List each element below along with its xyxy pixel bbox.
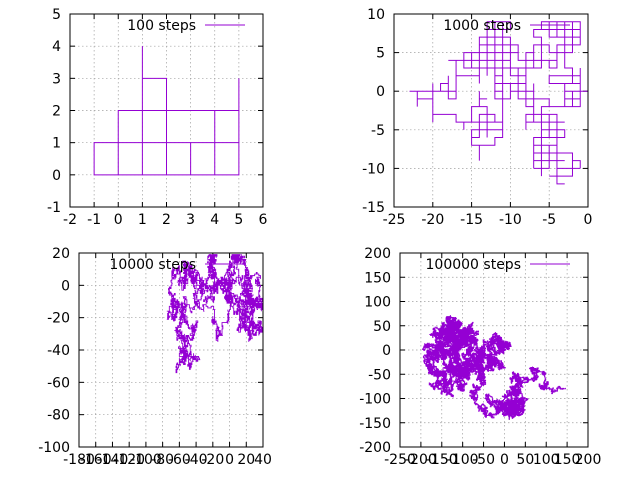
y-tick-label: -60 xyxy=(47,375,70,391)
x-tick-label: 5 xyxy=(234,212,243,228)
walk-series-line xyxy=(93,46,240,176)
x-tick-label: -60 xyxy=(168,452,191,468)
legend: 100 steps xyxy=(127,18,245,34)
x-tick-label: -2 xyxy=(63,212,77,228)
x-tick-label: -1 xyxy=(87,212,101,228)
walk-series-line xyxy=(409,21,588,185)
x-tick-label: -250 xyxy=(384,452,416,468)
y-tick-label: -80 xyxy=(47,408,70,424)
x-tick-label: 0 xyxy=(500,452,509,468)
x-tick-label: 0 xyxy=(225,452,234,468)
x-tick-label: 4 xyxy=(210,212,219,228)
x-tick-label: -15 xyxy=(460,212,483,228)
x-tick-label: -160 xyxy=(80,452,112,468)
legend: 1000 steps xyxy=(443,18,570,34)
plot-frame xyxy=(393,13,589,208)
plot-frame xyxy=(69,13,264,208)
x-tick-label: 200 xyxy=(575,452,602,468)
y-tick-label: 4 xyxy=(52,39,61,55)
plot-frame xyxy=(78,252,264,448)
x-tick-label: -150 xyxy=(426,452,458,468)
x-tick-label: -40 xyxy=(185,452,208,468)
x-tick-label: -25 xyxy=(383,212,406,228)
x-tick-label: -5 xyxy=(542,212,556,228)
plot-frame xyxy=(399,252,589,448)
legend-label: 100000 steps xyxy=(426,257,521,273)
x-tick-label: 150 xyxy=(554,452,581,468)
y-tick-label: 5 xyxy=(52,7,61,23)
x-tick-label: 1 xyxy=(138,212,147,228)
y-tick-label: -150 xyxy=(359,416,391,432)
ticks: -180-160-140-120-100-80-60-40-20 0 2040-10… xyxy=(38,246,272,468)
legend-label: 100 steps xyxy=(127,18,196,34)
y-tick-label: -15 xyxy=(362,200,385,216)
x-tick-label: 3 xyxy=(186,212,195,228)
x-tick-label: -120 xyxy=(113,452,145,468)
x-tick-label: -20 xyxy=(201,452,224,468)
y-tick-label: 150 xyxy=(364,270,391,286)
y-tick-label: 3 xyxy=(52,71,61,87)
x-tick-label: 20 xyxy=(237,452,255,468)
y-tick-label: 1 xyxy=(52,136,61,152)
y-tick-label: -100 xyxy=(38,440,70,456)
x-tick-label: -180 xyxy=(63,452,95,468)
x-tick-label: -10 xyxy=(499,212,522,228)
y-tick-label: 20 xyxy=(52,246,70,262)
x-tick-label: -80 xyxy=(151,452,174,468)
legend-label: 10000 steps xyxy=(109,257,196,273)
legend-label: 1000 steps xyxy=(443,18,521,34)
y-tick-label: -1 xyxy=(47,200,61,216)
y-tick-label: -50 xyxy=(368,367,391,383)
walk-series-line xyxy=(166,254,263,374)
x-tick-label: -100 xyxy=(130,452,162,468)
x-tick-label: 100 xyxy=(533,452,560,468)
x-tick-label: 40 xyxy=(254,452,272,468)
y-tick-label: -20 xyxy=(47,311,70,327)
y-tick-label: 0 xyxy=(376,84,385,100)
y-tick-label: -5 xyxy=(371,123,385,139)
ticks: -25 -20 -15 -10 -5 0 -15 -10 -5 0 5 10 xyxy=(362,7,592,228)
x-tick-label: -140 xyxy=(97,452,129,468)
y-tick-label: 10 xyxy=(367,7,385,23)
y-tick-label: 5 xyxy=(376,46,385,62)
y-tick-label: 100 xyxy=(364,295,391,311)
grid xyxy=(394,14,588,207)
x-tick-label: 0 xyxy=(584,212,593,228)
ticks: -250-200-150-100-50 0 50100150200-200-150-… xyxy=(359,246,601,468)
y-tick-label: -40 xyxy=(47,343,70,359)
y-tick-label: 0 xyxy=(52,168,61,184)
x-tick-label: 0 xyxy=(114,212,123,228)
legend: 100000 steps xyxy=(426,257,570,273)
panel-100000-steps: -250-200-150-100-50 0 50100150200-200-150-… xyxy=(359,246,601,468)
x-tick-label: 2 xyxy=(162,212,171,228)
y-tick-label: -100 xyxy=(359,392,391,408)
walk-series-line xyxy=(422,315,566,420)
x-tick-label: -100 xyxy=(447,452,479,468)
y-tick-label: 200 xyxy=(364,246,391,262)
y-tick-label: 2 xyxy=(52,104,61,120)
y-tick-label: -200 xyxy=(359,440,391,456)
y-tick-label: -10 xyxy=(362,161,385,177)
y-tick-label: 0 xyxy=(61,278,70,294)
panel-10000-steps: -180-160-140-120-100-80-60-40-20 0 2040-10… xyxy=(38,246,272,468)
x-tick-label: 6 xyxy=(259,212,268,228)
legend: 10000 steps xyxy=(109,257,245,273)
y-tick-label: 50 xyxy=(373,319,391,335)
x-tick-label: -20 xyxy=(421,212,444,228)
y-tick-label: 0 xyxy=(382,343,391,359)
panel-1000-steps: -25 -20 -15 -10 -5 0 -15 -10 -5 0 5 10 1000 steps xyxy=(362,7,592,228)
x-tick-label: 50 xyxy=(516,452,534,468)
x-tick-label: -200 xyxy=(405,452,437,468)
x-tick-label: -50 xyxy=(472,452,495,468)
